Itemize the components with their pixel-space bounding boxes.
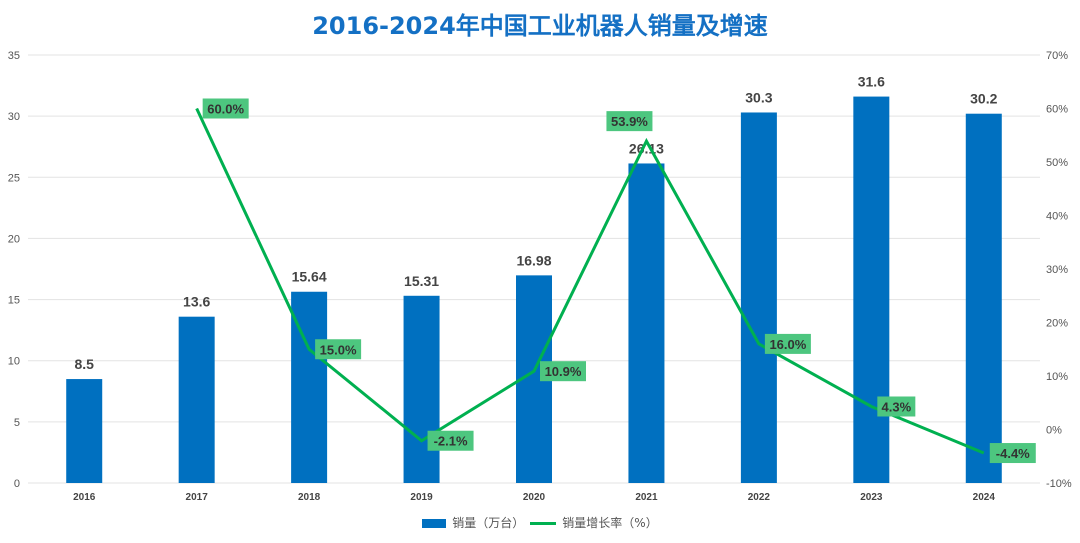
legend-label: 销量增长率（%） bbox=[562, 516, 658, 530]
bar-data-label: 8.5 bbox=[74, 356, 94, 372]
bar-data-label: 16.98 bbox=[516, 252, 551, 268]
legend-item-growth: 销量增长率（%） bbox=[530, 514, 658, 531]
y-right-tick-label: 60% bbox=[1046, 104, 1068, 116]
x-tick-label: 2021 bbox=[635, 492, 658, 503]
growth-line bbox=[195, 107, 985, 455]
y-right-tick-label: 50% bbox=[1046, 157, 1068, 169]
y-right-tick-label: 10% bbox=[1046, 371, 1068, 383]
line-label-box bbox=[877, 396, 916, 417]
y-right-tick-label: 40% bbox=[1046, 211, 1068, 223]
bar-data-label: 26.13 bbox=[629, 140, 664, 156]
y-left-tick-label: 0 bbox=[14, 478, 20, 490]
line-label-box bbox=[540, 361, 586, 382]
line-label-box bbox=[764, 333, 811, 354]
line-data-label: -2.1% bbox=[434, 434, 468, 449]
line-data-label: 60.0% bbox=[207, 102, 244, 117]
y-right-tick-label: 0% bbox=[1046, 425, 1062, 437]
line-data-label: 15.0% bbox=[320, 342, 357, 357]
bar-data-label: 15.64 bbox=[292, 269, 327, 285]
line-label-box bbox=[989, 443, 1036, 464]
y-left-tick-label: 5 bbox=[14, 417, 20, 429]
bar bbox=[628, 163, 665, 484]
y-left-tick-label: 25 bbox=[8, 172, 20, 184]
line-label-box bbox=[427, 430, 474, 451]
bar-data-label: 30.3 bbox=[745, 89, 772, 105]
bar bbox=[965, 113, 1002, 483]
bar-data-label: 15.31 bbox=[404, 273, 439, 289]
bar bbox=[740, 112, 777, 483]
legend-swatch-bar bbox=[422, 519, 447, 528]
y-right-tick-label: 30% bbox=[1046, 264, 1068, 276]
bar-data-label: 13.6 bbox=[183, 294, 210, 310]
line-label-box bbox=[315, 339, 362, 360]
legend: 销量（万台） 销量增长率（%） bbox=[0, 514, 1080, 531]
bar bbox=[66, 379, 103, 483]
line-data-label: -4.4% bbox=[996, 446, 1030, 461]
bar-data-label: 31.6 bbox=[858, 74, 885, 90]
line-data-label: 53.9% bbox=[611, 114, 648, 129]
x-tick-label: 2019 bbox=[410, 492, 433, 503]
bar bbox=[853, 96, 890, 483]
y-left-tick-label: 20 bbox=[8, 233, 20, 245]
chart-title: 2016-2024年中国工业机器人销量及增速 bbox=[312, 12, 768, 40]
x-tick-label: 2017 bbox=[186, 492, 209, 503]
y-left-tick-label: 30 bbox=[8, 111, 20, 123]
bar-data-label: 30.2 bbox=[970, 91, 997, 107]
bar bbox=[178, 316, 215, 483]
y-left-tick-label: 15 bbox=[8, 295, 20, 307]
line-label-box bbox=[202, 98, 249, 119]
y-right-tick-label: 20% bbox=[1046, 318, 1068, 330]
legend-label: 销量（万台） bbox=[452, 516, 525, 530]
y-left-tick-label: 35 bbox=[8, 50, 20, 62]
line-data-label: 10.9% bbox=[545, 364, 582, 379]
x-tick-label: 2020 bbox=[523, 492, 546, 503]
x-tick-label: 2022 bbox=[748, 492, 771, 503]
y-right-tick-label: -10% bbox=[1046, 478, 1072, 490]
y-right-tick-label: 70% bbox=[1046, 50, 1068, 62]
x-tick-label: 2024 bbox=[973, 492, 996, 503]
bar bbox=[403, 295, 440, 483]
line-label-box bbox=[606, 111, 653, 132]
legend-item-sales: 销量（万台） bbox=[422, 514, 524, 531]
x-tick-label: 2023 bbox=[860, 492, 883, 503]
legend-swatch-line bbox=[530, 522, 557, 525]
y-left-tick-label: 10 bbox=[8, 356, 20, 368]
line-data-label: 16.0% bbox=[769, 337, 806, 352]
x-tick-label: 2018 bbox=[298, 492, 321, 503]
x-tick-label: 2016 bbox=[73, 492, 96, 503]
line-data-label: 4.3% bbox=[882, 399, 912, 414]
